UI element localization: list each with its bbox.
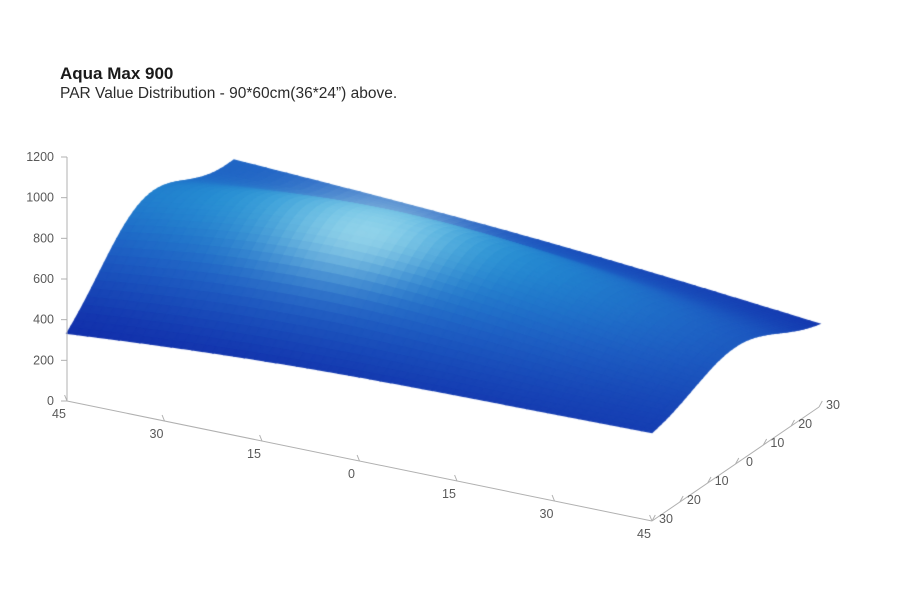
svg-text:45: 45 [52, 407, 66, 421]
svg-text:45: 45 [637, 527, 651, 541]
svg-text:0: 0 [746, 455, 753, 469]
svg-text:15: 15 [442, 487, 456, 501]
svg-text:1200: 1200 [26, 150, 54, 164]
svg-text:30: 30 [150, 427, 164, 441]
svg-text:30: 30 [826, 398, 840, 412]
svg-text:30: 30 [659, 512, 673, 526]
svg-text:0: 0 [348, 467, 355, 481]
svg-text:1000: 1000 [26, 191, 54, 205]
svg-text:20: 20 [798, 417, 812, 431]
svg-text:30: 30 [540, 507, 554, 521]
svg-text:400: 400 [33, 313, 54, 327]
svg-text:15: 15 [247, 447, 261, 461]
svg-text:600: 600 [33, 272, 54, 286]
svg-text:10: 10 [770, 436, 784, 450]
svg-text:200: 200 [33, 353, 54, 367]
svg-text:10: 10 [715, 474, 729, 488]
svg-text:800: 800 [33, 231, 54, 245]
svg-text:0: 0 [47, 394, 54, 408]
svg-text:20: 20 [687, 493, 701, 507]
